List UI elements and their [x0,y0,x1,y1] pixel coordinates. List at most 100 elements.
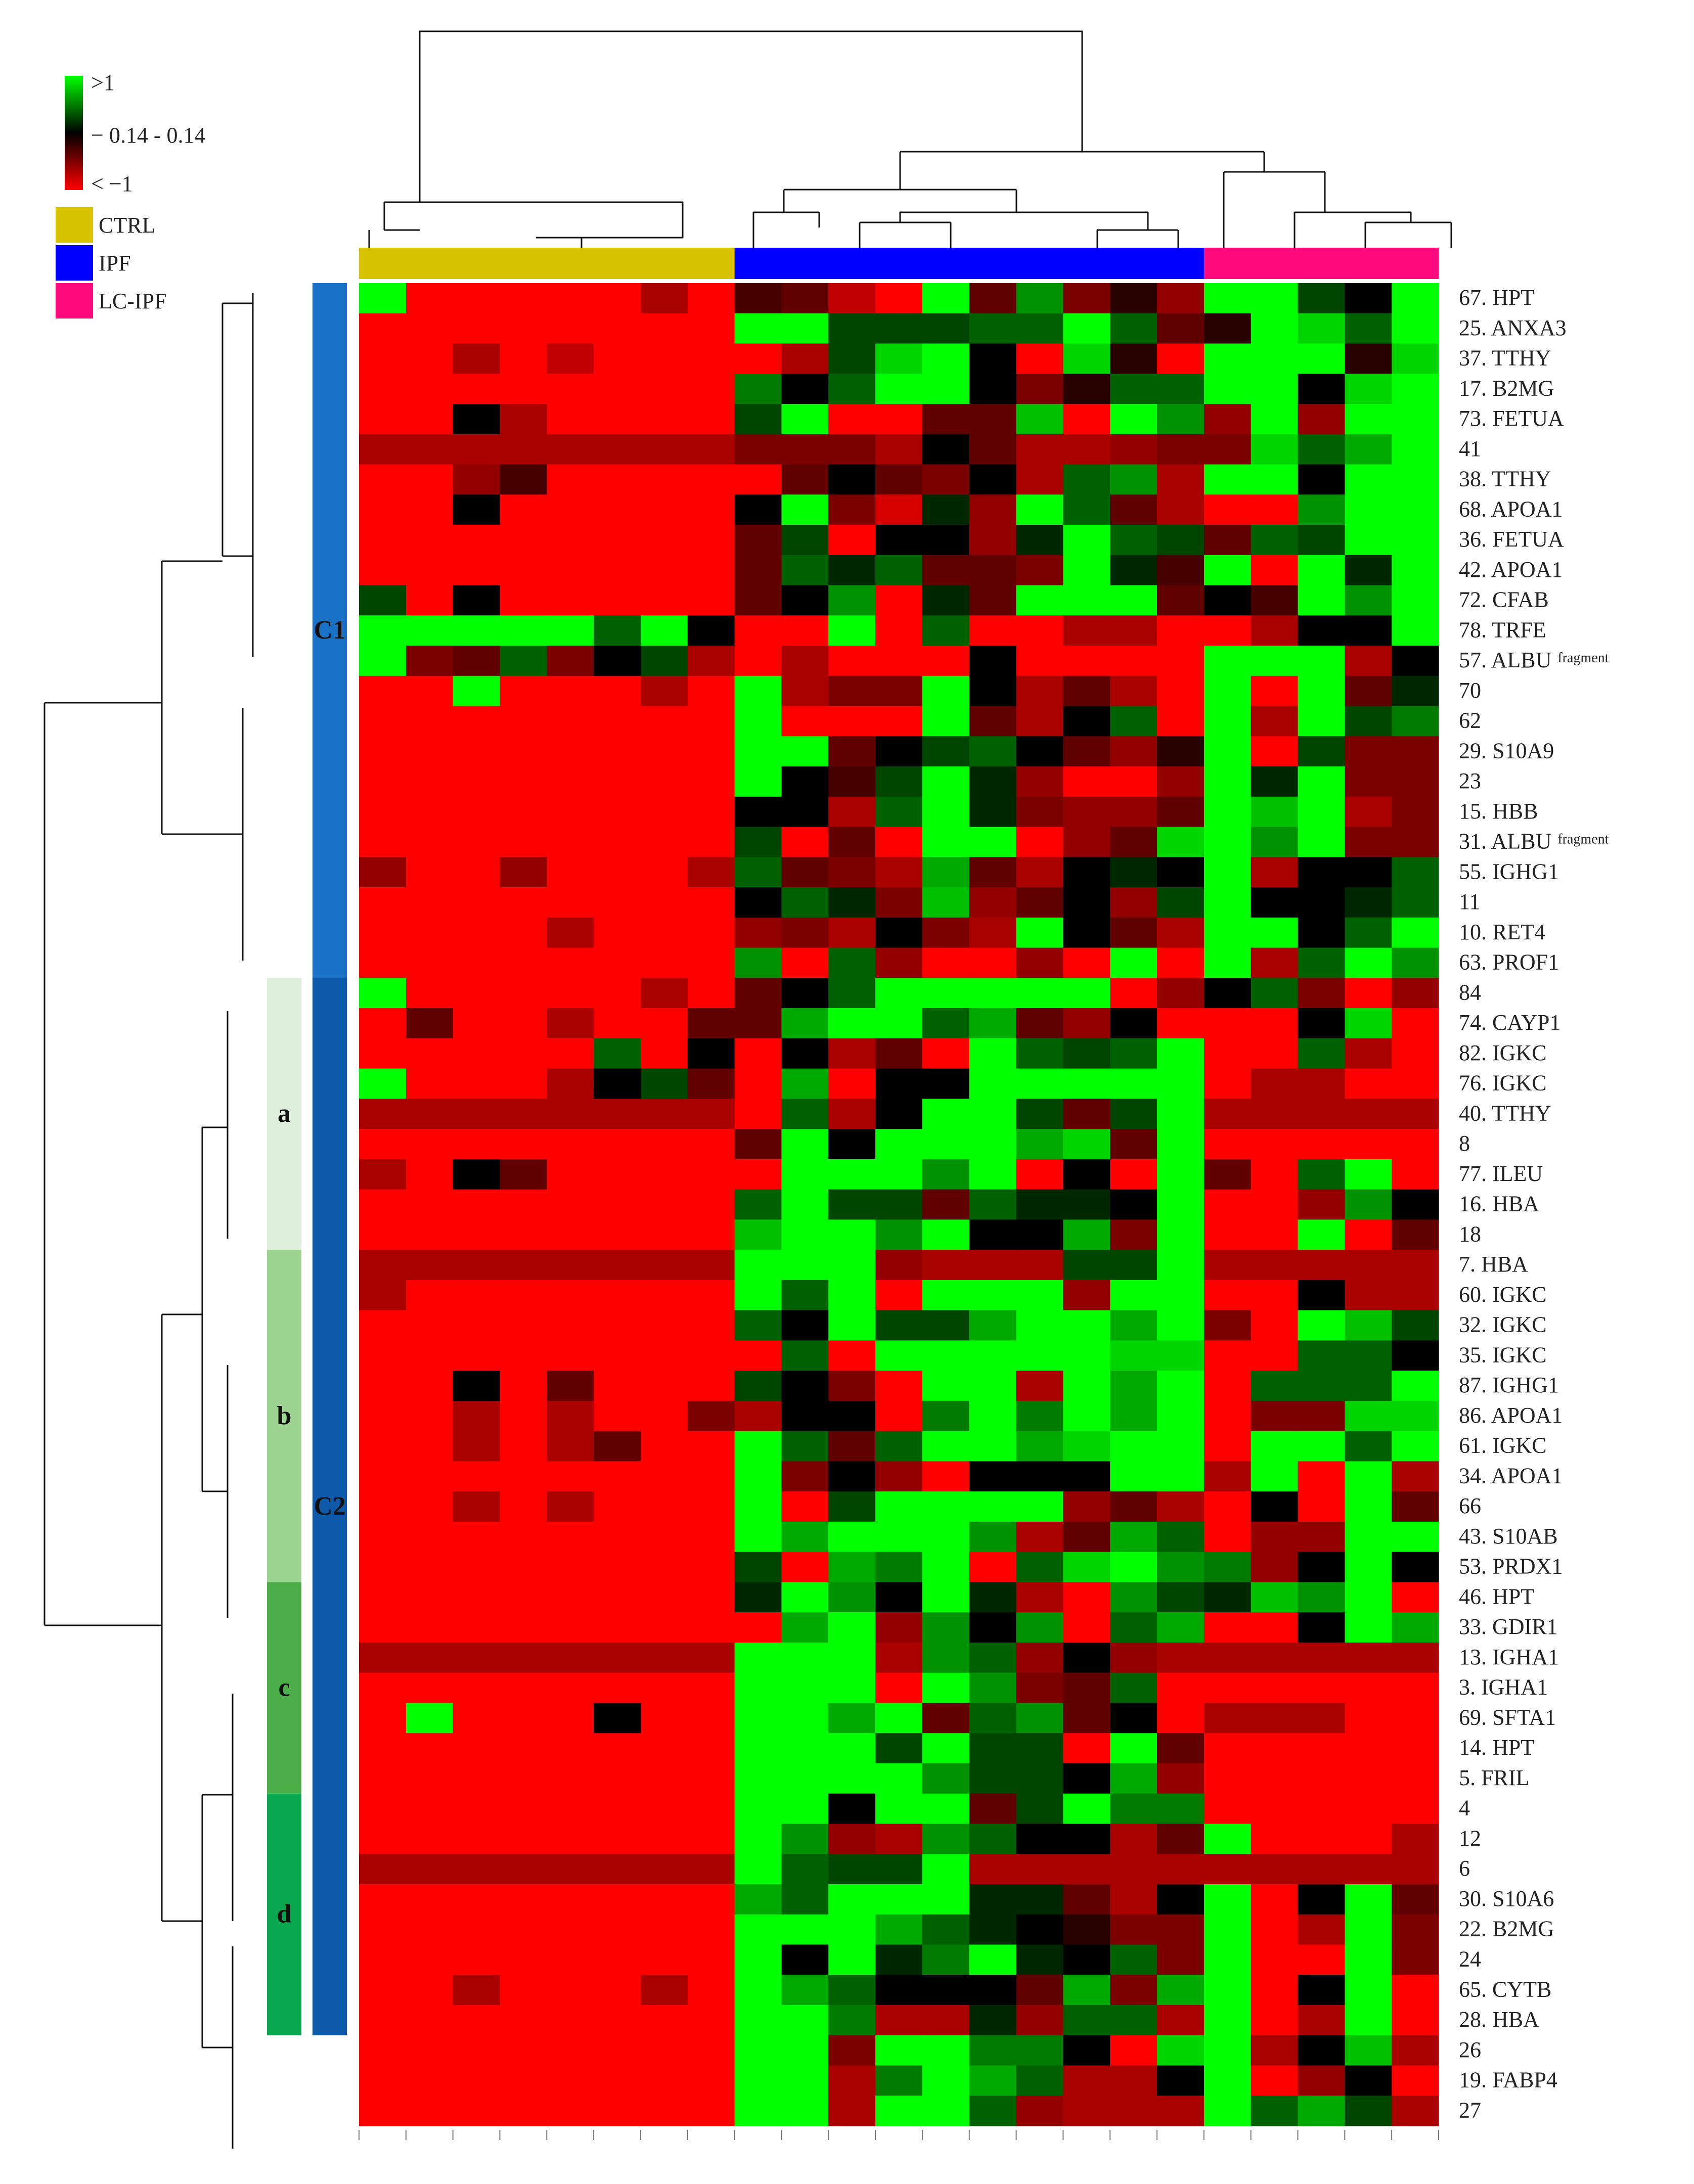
heatmap-cell [1298,1159,1345,1190]
heatmap-cell [1251,827,1299,857]
heatmap-cell [828,1219,876,1250]
heatmap-cell [1298,1975,1345,2006]
heatmap-cell [781,1521,829,1553]
heatmap-cell [1251,675,1299,707]
heatmap-cell [640,2096,688,2126]
heatmap-cell [828,1068,876,1099]
heatmap-cell [687,1521,735,1553]
heatmap-cell [828,525,876,556]
heatmap-cell [640,1582,688,1613]
row-label: 60. IGKC [1459,1282,1547,1307]
heatmap-cell [1063,1521,1110,1553]
heatmap-cell [1203,1340,1252,1371]
heatmap-cell [453,1371,501,1401]
row-label: 22. B2MG [1459,1917,1554,1941]
heatmap-cell [687,555,735,586]
heatmap-cell [1298,1944,1345,1975]
row-label: 7. HBA [1459,1252,1528,1277]
heatmap-cell [781,1038,829,1069]
heatmap-cell [1251,374,1299,404]
row-dendrogram-leaves-stems [227,1011,234,2149]
heatmap-cell [453,1672,501,1704]
heatmap-cell [1251,766,1299,797]
heatmap-cell [640,1340,688,1371]
heatmap-cell [640,1975,688,2006]
heatmap-cell [875,494,923,525]
heatmap-cell [453,555,501,586]
heatmap-cell [875,1159,923,1190]
heatmap-cell [734,646,782,676]
heatmap-cell [922,796,970,828]
heatmap-cell [453,1793,501,1825]
heatmap-cell [594,374,641,404]
heatmap-cell [1392,494,1439,525]
heatmap-cell [594,283,641,314]
heatmap-cell [969,1250,1017,1281]
heatmap-cell [547,404,594,435]
heatmap-cell [1063,374,1110,404]
heatmap-cell [359,1582,407,1613]
heatmap-cell [594,1672,641,1704]
heatmap-cell [1345,1340,1392,1371]
heatmap-cell [734,1703,782,1734]
heatmap-cell [1157,1793,1205,1825]
heatmap-cell [875,2035,923,2066]
heatmap-cell [453,1431,501,1462]
heatmap-cell [1016,706,1063,737]
heatmap-cell [875,1461,923,1492]
heatmap-cell [1110,1763,1157,1794]
heatmap-cell [687,646,735,676]
heatmap-cell [687,1371,735,1401]
heatmap-cell [547,857,594,888]
heatmap-cell [1157,1068,1205,1099]
heatmap-cell [875,1521,923,1553]
heatmap-cell [1392,1854,1439,1885]
heatmap-cell [1157,555,1205,586]
heatmap-cell [781,1461,829,1492]
heatmap-cell [453,1038,501,1069]
heatmap-cell [1016,1159,1063,1190]
heatmap-cell [875,615,923,646]
heatmap-cell [1251,585,1299,616]
heatmap-cell [969,1521,1017,1553]
heatmap-cell [1110,2065,1157,2096]
heatmap-cell [1298,374,1345,404]
scale-low-label: < −1 [91,171,133,196]
heatmap-cell [640,857,688,888]
heatmap-cell [781,555,829,586]
heatmap-cell [1345,283,1392,314]
heatmap-cell [828,978,876,1009]
heatmap-cell [1392,2005,1439,2036]
heatmap-cell [1392,2096,1439,2126]
heatmap-cell [359,1310,407,1341]
heatmap-cell [640,1431,688,1462]
heatmap-cell [828,1400,876,1432]
heatmap-cell [1251,2065,1299,2096]
heatmap-cell [594,706,641,737]
heatmap-cell [1063,1552,1110,1583]
heatmap-cell [1063,675,1110,707]
heatmap-cell [547,1854,594,1885]
heatmap-cell [969,1189,1017,1220]
heatmap-cell [1016,2005,1063,2036]
heatmap-cell [640,706,688,737]
heatmap-cell [406,1582,454,1613]
heatmap-cell [734,1008,782,1039]
heatmap-cell [547,343,594,374]
heatmap-cell [1203,615,1252,646]
heatmap-cell [1063,313,1110,344]
heatmap-cell [1392,1219,1439,1250]
heatmap-cell [875,1642,923,1673]
heatmap-cell [922,706,970,737]
heatmap-cell [453,1129,501,1160]
heatmap-cell [922,1552,970,1583]
heatmap-cell [453,887,501,918]
heatmap-cell [594,1159,641,1190]
heatmap-cell [453,464,501,495]
heatmap-cell [1251,1582,1299,1613]
heatmap-cell [1203,1642,1252,1673]
heatmap-cell [1016,978,1063,1009]
cluster-bar-c2 [313,978,347,2035]
heatmap-cell [640,1914,688,1945]
heatmap-cell [640,1159,688,1190]
